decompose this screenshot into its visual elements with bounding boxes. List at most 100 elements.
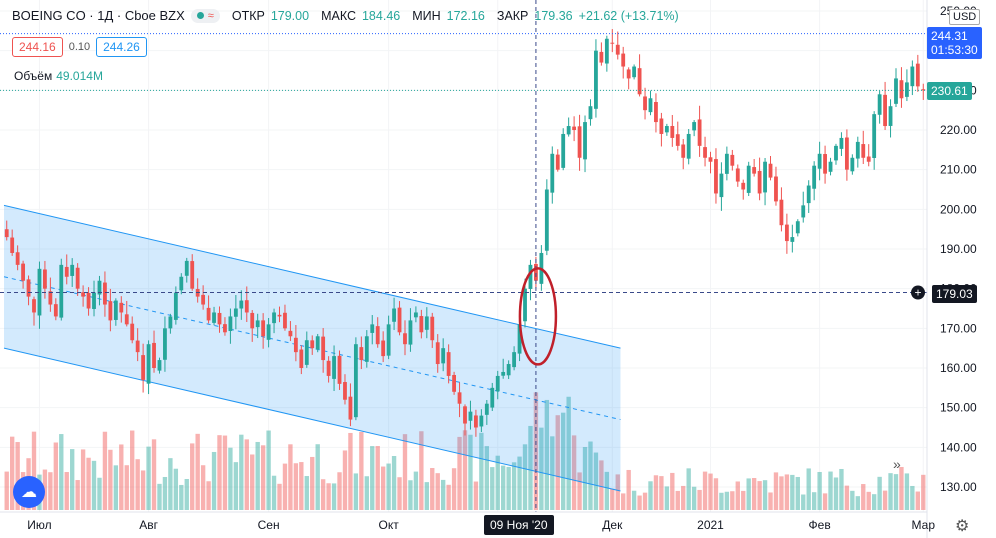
candle-body <box>523 288 527 322</box>
candle-body <box>648 98 653 113</box>
symbol-label[interactable]: BOEING CO · 1Д · Cboe BZX <box>12 8 185 23</box>
candle-body <box>184 260 189 276</box>
candle-body <box>332 356 336 379</box>
volume-bar <box>604 471 610 510</box>
gear-icon[interactable]: ⚙ <box>955 518 970 535</box>
candle-body <box>370 324 375 333</box>
change-value: +21.62 (+13.71%) <box>578 8 679 23</box>
candle-body <box>474 415 478 428</box>
volume-bar <box>539 427 544 510</box>
candle-body <box>555 154 560 170</box>
volume-bar <box>861 484 866 510</box>
volume-bar <box>664 486 670 510</box>
plus-icon: + <box>914 286 921 300</box>
volume-bar <box>490 467 495 510</box>
volume-bar <box>451 468 457 510</box>
volume-bar <box>724 491 730 510</box>
candle-body <box>277 314 282 317</box>
plus-circle-icon[interactable] <box>911 285 925 300</box>
volume-bar <box>239 434 244 510</box>
candle-body <box>81 292 86 297</box>
candle-body <box>321 336 326 361</box>
current-price: 244.31 <box>931 29 968 43</box>
volume-bar <box>320 479 326 510</box>
volume-bar <box>773 472 779 510</box>
candle-body <box>190 261 195 289</box>
volume-bar <box>75 480 80 510</box>
volume-bar <box>588 441 593 510</box>
volume-bar <box>795 476 800 510</box>
volume-bar <box>522 444 528 510</box>
y-tick-label: 150.00 <box>940 401 977 415</box>
volume-bar <box>468 434 473 510</box>
expand-chevron-icon[interactable]: » <box>893 456 901 472</box>
candle-body <box>714 159 718 194</box>
highlight-ellipse <box>518 267 558 366</box>
volume-bar <box>124 465 129 510</box>
volume-bar <box>593 452 599 510</box>
candle-body <box>599 51 604 63</box>
candle-body <box>244 300 249 313</box>
candle-body <box>763 161 767 193</box>
volume-bar <box>888 473 893 510</box>
volume-bar <box>217 435 222 510</box>
volume-bar <box>517 456 522 510</box>
spread-value: 0.10 <box>68 41 91 53</box>
volume-bar <box>670 472 675 510</box>
candle-body <box>266 324 271 340</box>
candle-body <box>337 355 342 384</box>
y-tick-label: 140.00 <box>940 440 977 454</box>
buy-price-box[interactable]: 244.26 <box>96 37 147 57</box>
volume-bar <box>271 475 277 510</box>
volume-bar <box>801 494 806 510</box>
volume-bar <box>370 446 375 510</box>
candle-body <box>512 352 517 368</box>
candle-body <box>490 387 495 408</box>
last-close-tag: 230.61 <box>927 82 972 100</box>
candle-body <box>353 344 358 418</box>
chart-grid <box>0 0 927 512</box>
close-label: ЗАКР <box>496 8 529 23</box>
volume-bar <box>331 483 337 510</box>
currency-button[interactable]: USD <box>949 9 981 25</box>
volume-bar <box>828 471 833 510</box>
candle-body <box>157 360 162 371</box>
candle-body <box>615 44 620 55</box>
volume-bar <box>757 481 762 510</box>
volume-bar <box>304 476 309 510</box>
volume-bar <box>462 430 468 510</box>
candle-body <box>779 199 784 226</box>
channel-lower-line <box>3 347 621 492</box>
volume-bar <box>102 431 108 510</box>
candle-body <box>637 68 642 95</box>
volume-bar <box>904 473 910 510</box>
cloud-logo-icon[interactable]: ☁ <box>13 476 45 508</box>
volume-bar <box>779 476 784 510</box>
candle-body <box>583 122 587 160</box>
candle-body <box>435 342 440 365</box>
candle-body <box>64 266 69 277</box>
candle-body <box>855 141 860 159</box>
volume-bar <box>386 463 391 510</box>
y-tick-label: 220.00 <box>940 123 977 137</box>
low-value: 172.16 <box>446 8 485 23</box>
volume-bar <box>653 475 659 510</box>
volume-bar <box>631 490 637 510</box>
sell-price-box[interactable]: 244.16 <box>12 37 63 57</box>
high-value: 184.46 <box>361 8 401 23</box>
high-label: МАКС <box>321 8 356 23</box>
volume-bar <box>342 450 348 510</box>
candle-body <box>730 154 735 166</box>
candle-body <box>746 165 751 193</box>
volume-bar <box>113 465 119 510</box>
status-pill[interactable]: ≈ <box>190 8 220 23</box>
candle-body <box>283 312 287 329</box>
volume-bar <box>277 483 282 510</box>
candle-body <box>659 118 664 134</box>
candle-body <box>424 316 429 330</box>
volume-bar <box>735 481 740 510</box>
candle-body <box>724 153 729 174</box>
candle-body <box>866 156 871 162</box>
low-label: МИН <box>412 8 441 23</box>
